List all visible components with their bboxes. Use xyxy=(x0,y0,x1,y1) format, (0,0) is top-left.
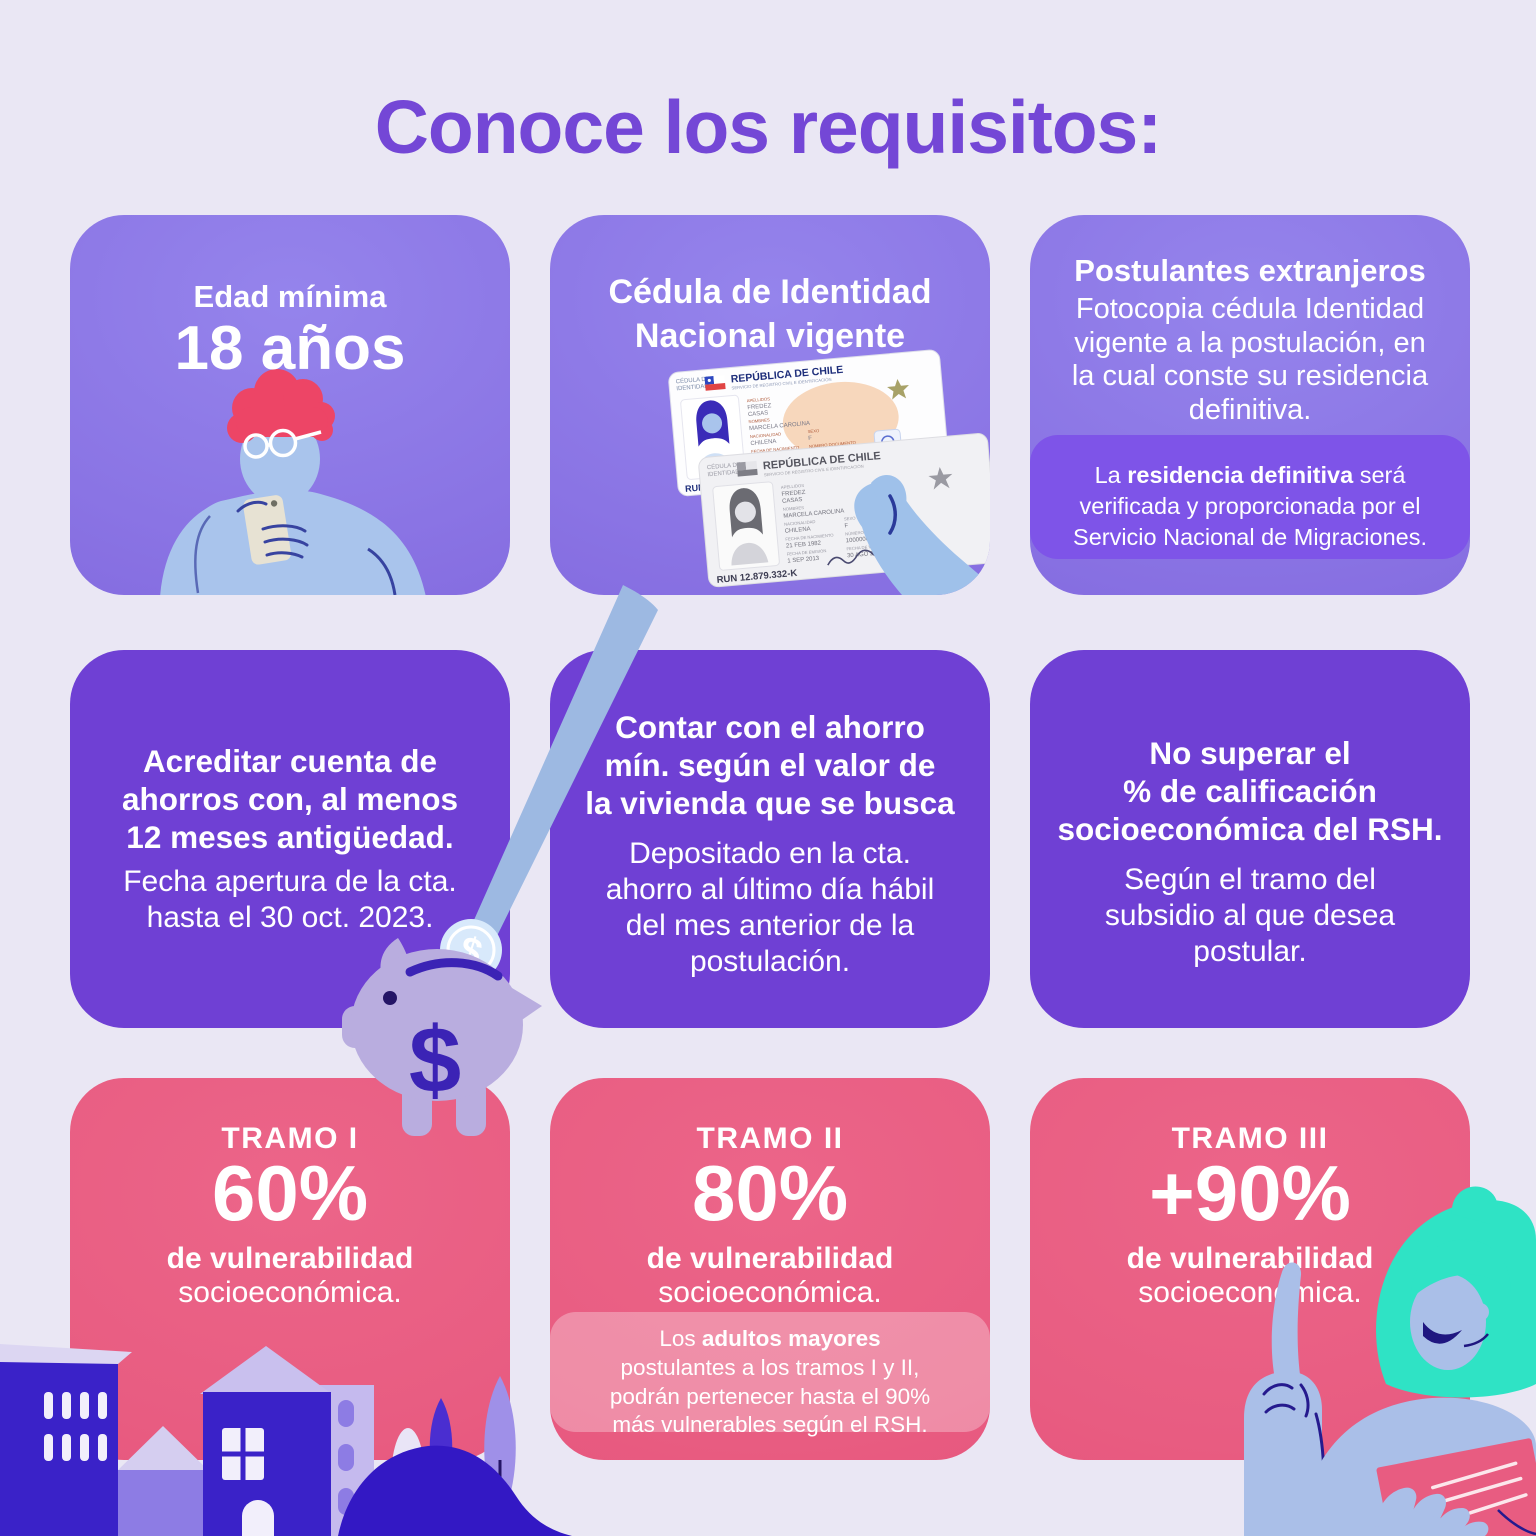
shoulder-crease xyxy=(367,547,397,595)
svg-text:FECHA DE NACIMIENTO: FECHA DE NACIMIENTO xyxy=(785,532,834,541)
svg-text:IDENTIDAD: IDENTIDAD xyxy=(707,469,740,478)
t2-note-suffix: postulantes a los tramos I y II, podrán … xyxy=(609,1354,931,1438)
svg-text:NÚMERO DOCUMENTO: NÚMERO DOCUMENTO xyxy=(809,440,857,449)
tramo3-bold: de vulnerabilidad xyxy=(1126,1242,1374,1275)
svg-text:CÉDULA DE: CÉDULA DE xyxy=(707,461,741,471)
map-watermark xyxy=(782,381,899,459)
adultos-mayores-note: Los adultos mayores postulantes a los tr… xyxy=(550,1312,990,1436)
tramo2-pct: 80% xyxy=(691,1149,849,1237)
person-arm xyxy=(186,499,265,595)
card-calificacion-rsh: No superar el % de calificación socioeco… xyxy=(1030,650,1470,1028)
minimo-body: Depositado en la cta. ahorro al último d… xyxy=(605,837,935,978)
tramo2-label: TRAMO II xyxy=(696,1122,844,1155)
svg-text:F: F xyxy=(844,523,849,529)
svg-text:30 AGO 2023: 30 AGO 2023 xyxy=(847,550,884,559)
card-postulantes-extranjeros: Postulantes extranjeros Fotocopia cédula… xyxy=(1030,215,1470,595)
t2-note-prefix: Los xyxy=(659,1326,702,1351)
tramo3-pct: +90% xyxy=(1149,1149,1351,1237)
svg-text:FECHA DE EMISIÓN: FECHA DE EMISIÓN xyxy=(786,548,826,556)
tramo1-tail: socioeconómica. xyxy=(178,1276,402,1309)
tramo2-bold: de vulnerabilidad xyxy=(646,1242,894,1275)
svg-text:F: F xyxy=(808,436,813,442)
ahorros-body: Fecha apertura de la cta. hasta el 30 oc… xyxy=(123,865,457,934)
card-cuenta-ahorros: Acreditar cuenta de ahorros con, al meno… xyxy=(70,650,510,1028)
card-tramo-2: TRAMO II 80% de vulnerabilidad socioecon… xyxy=(550,1078,990,1460)
svg-text:NOMBRES: NOMBRES xyxy=(783,505,805,512)
chile-flag-icon xyxy=(704,375,726,391)
tramo1-label: TRAMO I xyxy=(221,1122,359,1155)
svg-text:NOMBRES: NOMBRES xyxy=(748,417,770,424)
tramo1-pct: 60% xyxy=(211,1149,369,1237)
residencia-note: La residencia definitiva será verificada… xyxy=(1030,435,1470,559)
svg-text:NACIONALIDAD: NACIONALIDAD xyxy=(750,431,782,439)
card-ahorro-minimo: Contar con el ahorro mín. según el valor… xyxy=(550,650,990,1028)
glasses-icon xyxy=(243,428,322,459)
hand-on-document xyxy=(1369,1487,1489,1536)
id-cards-illustration: CÉDULA DE IDENTIDAD REPÚBLICA DE CHILE S… xyxy=(668,349,990,595)
arm-contour xyxy=(1497,1509,1536,1536)
note-prefix: La xyxy=(1094,462,1128,488)
finger-lines xyxy=(236,500,309,559)
card-cedula-identidad: CÉDULA DE IDENTIDAD REPÚBLICA DE CHILE S… xyxy=(550,215,990,595)
rsh-bold: No superar el % de calificación socioeco… xyxy=(1057,735,1443,848)
card-edad-minima: Edad mínima 18 años xyxy=(70,215,510,595)
flag-gray-icon xyxy=(736,460,758,477)
svg-text:CASAS: CASAS xyxy=(782,497,803,505)
svg-text:SEXO: SEXO xyxy=(844,515,857,521)
tramo1-bold: de vulnerabilidad xyxy=(166,1242,414,1275)
tramo3-label: TRAMO III xyxy=(1171,1122,1329,1155)
minimo-bold: Contar con el ahorro mín. según el valor… xyxy=(585,709,955,822)
woman-ear xyxy=(1471,1303,1489,1321)
card-tramo-1: TRAMO I 60% de vulnerabilidad socioeconó… xyxy=(70,1078,510,1460)
hand-holding-cards xyxy=(854,474,990,595)
svg-text:MARCELA CAROLINA: MARCELA CAROLINA xyxy=(749,421,810,432)
svg-text:APELLIDOS: APELLIDOS xyxy=(746,396,770,403)
arm-crease xyxy=(194,515,211,594)
edad-heading: Edad mínima xyxy=(193,279,387,314)
svg-text:FREDEZ: FREDEZ xyxy=(747,403,772,411)
note-suffix: será verificada y proporcionada por el S… xyxy=(1073,462,1427,551)
star-gray-icon xyxy=(928,466,953,490)
svg-text:APELLIDOS: APELLIDOS xyxy=(781,483,805,490)
svg-text:IDENTIDAD: IDENTIDAD xyxy=(676,383,709,392)
person-with-phone-illustration xyxy=(160,369,426,595)
svg-text:MARCELA CAROLINA: MARCELA CAROLINA xyxy=(783,508,844,519)
note-bold: residencia definitiva xyxy=(1127,462,1354,488)
rsh-body: Según el tramo del subsidio al que desea… xyxy=(1104,863,1396,968)
page-title: Conoce los requisitos: xyxy=(374,85,1162,169)
portrait-back xyxy=(729,488,769,566)
tramo2-tail: socioeconómica. xyxy=(658,1276,882,1309)
svg-text:CHILENA: CHILENA xyxy=(784,526,810,534)
svg-text:100000001: 100000001 xyxy=(846,536,877,545)
cedula-heading: Cédula de Identidad Nacional vigente xyxy=(608,273,932,355)
svg-text:FECHA DE NACIMIENTO: FECHA DE NACIMIENTO xyxy=(751,445,800,454)
phone-icon xyxy=(243,495,292,565)
extranjeros-heading: Postulantes extranjeros xyxy=(1074,253,1426,288)
ahorros-bold: Acreditar cuenta de ahorros con, al meno… xyxy=(121,743,459,856)
card-tramo-3: TRAMO III +90% de vulnerabilidad socioec… xyxy=(1030,1078,1470,1460)
star-icon xyxy=(887,379,909,400)
tramo3-tail: socioeconómica. xyxy=(1138,1276,1362,1309)
extranjeros-body: Fotocopia cédula Identidad vigente a la … xyxy=(1071,293,1429,426)
svg-text:CÉDULA DE: CÉDULA DE xyxy=(675,375,709,385)
svg-text:NACIONALIDAD: NACIONALIDAD xyxy=(784,519,816,527)
t2-note-bold: adultos mayores xyxy=(701,1326,881,1351)
svg-text:CHILENA: CHILENA xyxy=(750,439,776,447)
edad-value: 18 años xyxy=(174,314,406,383)
svg-text:1 SEP 2013: 1 SEP 2013 xyxy=(787,556,820,565)
svg-text:SEXO: SEXO xyxy=(807,428,820,434)
person-hair xyxy=(227,369,335,443)
svg-text:CASAS: CASAS xyxy=(748,410,769,418)
svg-text:21 FEB 1982: 21 FEB 1982 xyxy=(786,541,822,550)
svg-text:FREDEZ: FREDEZ xyxy=(781,490,806,498)
